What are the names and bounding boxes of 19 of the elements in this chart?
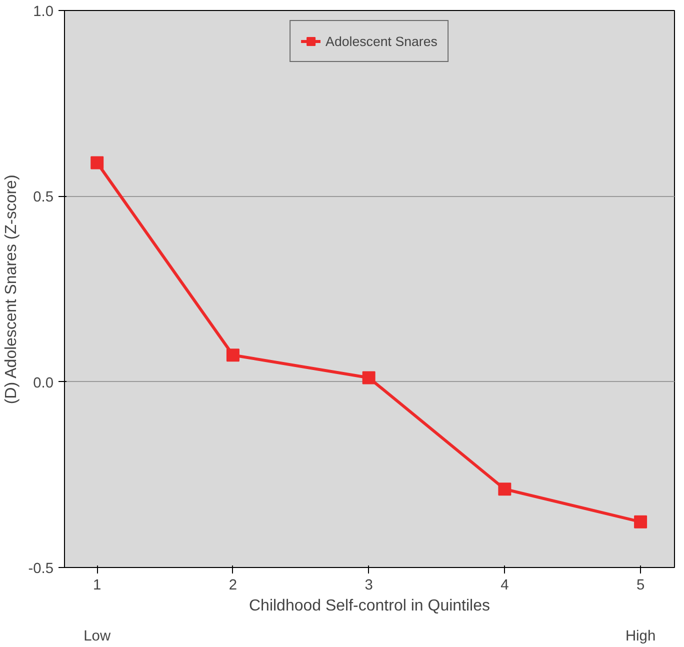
point [226,348,240,362]
x-tick-label: 1 [93,578,102,594]
x-tick-label: 3 [364,578,373,594]
text: High [625,628,656,644]
y-tick-label: 0.5 [33,190,54,206]
x-tick-label: 4 [500,578,509,594]
y-axis-title: (D) Adolescent Snares (Z-score) [3,174,20,404]
point [362,371,376,384]
x-axis-title: Childhood Self-control in Quintiles [248,598,490,614]
x-tick-label: 5 [636,578,645,594]
y-tick-label: 1.0 [33,4,54,20]
point [634,515,648,528]
legend-label: Adolescent Snares [326,34,438,48]
text: Low [84,628,111,644]
point [90,156,104,170]
y-tick-label: 0.0 [33,375,54,392]
y-tick-label: -0.5 [28,561,54,577]
point [498,482,512,496]
x-tick-label: 2 [228,578,238,594]
